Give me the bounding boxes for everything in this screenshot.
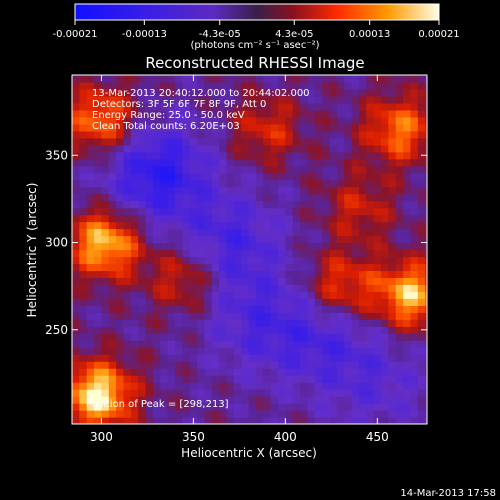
y-axis-ticks [72, 154, 427, 331]
colorbar-unit-label: (photons cm⁻² s⁻¹ asec⁻²) [190, 40, 319, 51]
x-axis-tick-labels: 300 350 400 450 [90, 430, 389, 444]
plot-frame [71, 74, 428, 425]
x-tick-label: 400 [274, 430, 297, 444]
colorbar-gradient [74, 3, 440, 21]
colorbar-tick-label: 0.00013 [349, 29, 390, 40]
info-line: 13-Mar-2013 20:40:12.000 to 20:44:02.000 [92, 88, 310, 99]
x-tick-label: 450 [366, 430, 389, 444]
colorbar-tick-label: -0.00013 [122, 29, 167, 40]
colorbar-tick-label: 0.00021 [418, 29, 459, 40]
y-axis-label: Heliocentric Y (arcsec) [25, 183, 39, 318]
chart-title: Reconstructed RHESSI Image [145, 54, 364, 72]
colorbar: -0.00021 -0.00013 -4.3e-05 4.3e-05 0.00013 0.… [53, 3, 460, 51]
info-line: Energy Range: 25.0 - 50.0 keV [92, 110, 245, 121]
x-tick-label: 350 [182, 430, 205, 444]
observation-info: 13-Mar-2013 20:40:12.000 to 20:44:02.000… [92, 88, 310, 132]
y-tick-label: 250 [45, 323, 68, 337]
y-tick-label: 300 [45, 236, 68, 250]
x-axis-ticks [100, 75, 378, 424]
colorbar-tick-label: -0.00021 [53, 29, 98, 40]
x-axis-label: Heliocentric X (arcsec) [181, 446, 317, 460]
colorbar-tick-labels: -0.00021 -0.00013 -4.3e-05 4.3e-05 0.00013 0.… [53, 29, 460, 40]
info-line: Clean Total counts: 6.20E+03 [92, 121, 240, 132]
footer-timestamp: 14-Mar-2013 17:58 [400, 488, 496, 499]
colorbar-tick-label: -4.3e-05 [199, 29, 241, 40]
y-tick-label: 350 [45, 148, 68, 162]
info-line: Detectors: 3F 5F 6F 7F 8F 9F, Att 0 [92, 99, 266, 110]
colorbar-tick-label: 4.3e-05 [275, 29, 313, 40]
colorbar-ticks [74, 20, 440, 25]
peak-position-label: Position of Peak = [298,213] [86, 399, 229, 410]
x-tick-label: 300 [90, 430, 113, 444]
y-axis-tick-labels: 250 300 350 [45, 148, 68, 336]
heatmap-image [72, 75, 427, 424]
